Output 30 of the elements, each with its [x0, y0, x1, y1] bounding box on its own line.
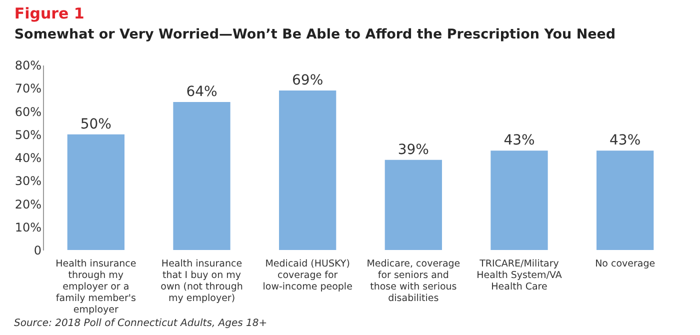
data-label: 43%	[610, 132, 641, 149]
x-tick-label: Medicare, coverage for seniors and those with serious disabilities	[366, 258, 460, 304]
bar	[279, 90, 336, 250]
y-tick-label: 60%	[14, 104, 42, 119]
x-tick-label: Health insurance that I buy on my own (not through my employer)	[160, 258, 243, 304]
y-tick-label: 30%	[14, 174, 42, 188]
y-tick-label: 0	[34, 244, 42, 258]
chart-title: Figure 1	[14, 4, 84, 22]
data-label: 69%	[292, 72, 324, 88]
x-tick-label: TRICARE/Military Health System/VA Health Care	[476, 258, 562, 292]
y-tick-label: 20%	[14, 197, 42, 212]
data-label: 64%	[186, 84, 218, 100]
chart-subtitle: Somewhat or Very Worried—Won’t Be Able to Afford the Prescription You Need	[14, 26, 616, 42]
y-tick-label: 70%	[14, 82, 42, 96]
bar	[490, 150, 548, 250]
bar	[67, 134, 124, 250]
data-label: 39%	[398, 142, 429, 158]
y-tick-label: 80%	[14, 58, 42, 72]
x-tick-label: Medicaid (HUSKY) coverage for low-income people	[262, 258, 353, 292]
data-label: 50%	[80, 116, 112, 132]
y-tick-label: 10%	[14, 220, 42, 234]
source-note: Source: 2018 Poll of Connecticut Adults, Ages 18+	[14, 318, 268, 329]
data-label: 43%	[504, 132, 535, 149]
bar	[596, 150, 654, 250]
y-tick-label: 40%	[14, 151, 42, 165]
bar	[384, 160, 442, 250]
x-tick-label: No coverage	[595, 258, 656, 270]
x-tick-label: Health insurance through my employer or a family member's employer	[56, 258, 136, 316]
bar	[173, 102, 230, 250]
y-tick-label: 50%	[14, 128, 42, 142]
